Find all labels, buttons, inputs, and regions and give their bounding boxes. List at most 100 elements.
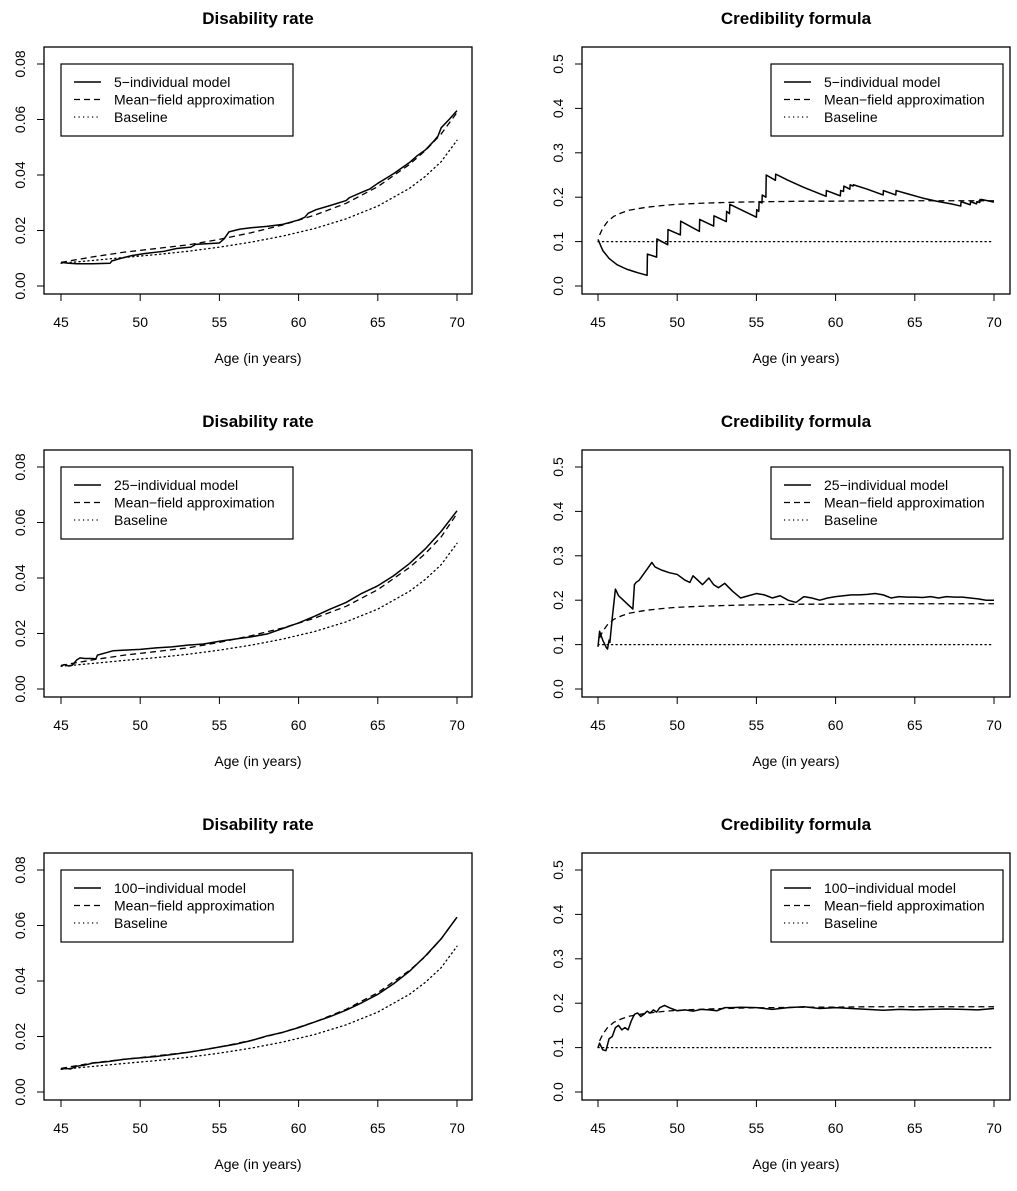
x-tick-label: 60 [828, 314, 844, 330]
x-axis-label: Age (in years) [214, 1156, 301, 1172]
x-tick-label: 45 [590, 717, 606, 733]
y-axis: 0.00 0.02 0.04 0.06 0.08 [12, 453, 45, 703]
series-line-dotted [60, 542, 458, 667]
y-tick-label: 0.00 [12, 1078, 28, 1105]
x-tick-label: 55 [212, 717, 228, 733]
x-tick-label: 60 [291, 717, 307, 733]
x-axis: 45 50 55 60 65 70 Age (in years) [590, 696, 1002, 769]
y-tick-label: 0.06 [12, 912, 28, 939]
y-tick-label: 0.2 [550, 590, 566, 610]
x-tick-label: 65 [370, 314, 386, 330]
y-tick-label: 0.3 [550, 949, 566, 969]
legend-label: Mean−field approximation [824, 898, 985, 914]
x-tick-label: 55 [212, 1120, 228, 1136]
chart-title: Disability rate [202, 9, 314, 28]
legend: 100−individual model Mean−field approxima… [60, 869, 294, 943]
y-tick-label: 0.3 [550, 143, 566, 163]
legend: 5−individual model Mean−field approximati… [770, 63, 1004, 137]
x-tick-label: 50 [669, 1120, 685, 1136]
y-axis: 0.00 0.02 0.04 0.06 0.08 [12, 50, 45, 300]
legend-label: Mean−field approximation [114, 898, 275, 914]
y-tick-label: 0.04 [12, 161, 28, 188]
legend-label: 100−individual model [824, 880, 956, 896]
chart-title: Disability rate [202, 815, 314, 834]
legend-label: 25−individual model [114, 477, 238, 493]
x-tick-label: 65 [907, 717, 923, 733]
legend-label: Mean−field approximation [824, 92, 985, 108]
x-tick-label: 70 [986, 314, 1002, 330]
y-tick-label: 0.00 [12, 675, 28, 702]
legend-label: 5−individual model [114, 74, 230, 90]
series-line-solid [60, 916, 458, 1070]
y-axis: 0.00 0.02 0.04 0.06 0.08 [12, 856, 45, 1106]
y-tick-label: 0.08 [12, 453, 28, 480]
x-axis-label: Age (in years) [752, 1156, 839, 1172]
series-line-dotted [60, 945, 458, 1070]
x-tick-label: 65 [907, 1120, 923, 1136]
chart-title: Credibility formula [721, 9, 872, 28]
y-tick-label: 0.0 [550, 276, 566, 296]
y-tick-label: 0.1 [550, 232, 566, 252]
series-line-dashed [598, 200, 994, 236]
y-axis: 0.0 0.1 0.2 0.3 0.4 0.5 [550, 457, 583, 699]
legend: 25−individual model Mean−field approximat… [60, 466, 294, 540]
x-tick-label: 65 [370, 1120, 386, 1136]
chart-panel-5: Disability rate 45 50 55 60 65 70 Age (in years… [12, 815, 473, 1172]
x-tick-label: 65 [907, 314, 923, 330]
x-tick-label: 60 [291, 314, 307, 330]
x-axis-label: Age (in years) [752, 753, 839, 769]
legend-label: Mean−field approximation [114, 495, 275, 511]
x-tick-label: 70 [449, 717, 465, 733]
chart-title: Credibility formula [721, 412, 872, 431]
x-tick-label: 70 [986, 1120, 1002, 1136]
y-tick-label: 0.1 [550, 1038, 566, 1058]
legend-label: 5−individual model [824, 74, 940, 90]
x-tick-label: 65 [370, 717, 386, 733]
legend-label: 25−individual model [824, 477, 948, 493]
legend-label: Baseline [824, 512, 878, 528]
chart-panel-1: Disability rate 45 50 55 60 65 70 Age (in years… [12, 9, 473, 366]
y-axis: 0.0 0.1 0.2 0.3 0.4 0.5 [550, 54, 583, 296]
legend: 5−individual model Mean−field approximati… [60, 63, 294, 137]
x-tick-label: 60 [828, 717, 844, 733]
y-tick-label: 0.4 [550, 501, 566, 521]
y-tick-label: 0.3 [550, 546, 566, 566]
x-axis-label: Age (in years) [752, 350, 839, 366]
chart-panel-3: Disability rate 45 50 55 60 65 70 Age (in years… [12, 412, 473, 769]
y-tick-label: 0.5 [550, 457, 566, 477]
series-line-dashed [598, 1006, 994, 1042]
legend: 25−individual model Mean−field approximat… [770, 466, 1004, 540]
series-line-solid [597, 173, 995, 277]
legend-label: Baseline [114, 512, 168, 528]
x-tick-label: 60 [828, 1120, 844, 1136]
series-line-solid [60, 510, 458, 667]
chart-panel-2: Credibility formula 45 50 55 60 65 70 Age (in y… [550, 9, 1011, 366]
x-tick-label: 45 [590, 1120, 606, 1136]
y-tick-label: 0.00 [12, 272, 28, 299]
y-tick-label: 0.4 [550, 98, 566, 118]
x-axis: 45 50 55 60 65 70 Age (in years) [590, 1099, 1002, 1172]
y-tick-label: 0.06 [12, 509, 28, 536]
x-tick-label: 50 [669, 314, 685, 330]
x-axis-label: Age (in years) [214, 350, 301, 366]
x-tick-label: 55 [749, 717, 765, 733]
x-tick-label: 45 [53, 314, 69, 330]
x-tick-label: 45 [590, 314, 606, 330]
y-tick-label: 0.06 [12, 106, 28, 133]
legend-label: 100−individual model [114, 880, 246, 896]
series-line-solid [597, 561, 994, 650]
y-tick-label: 0.02 [12, 217, 28, 244]
y-tick-label: 0.5 [550, 54, 566, 74]
legend-label: Baseline [114, 915, 168, 931]
x-tick-label: 45 [53, 1120, 69, 1136]
y-tick-label: 0.5 [550, 860, 566, 880]
x-tick-label: 55 [212, 314, 228, 330]
y-tick-label: 0.08 [12, 50, 28, 77]
y-tick-label: 0.1 [550, 635, 566, 655]
legend: 100−individual model Mean−field approxima… [770, 869, 1004, 943]
legend-label: Baseline [824, 109, 878, 125]
y-tick-label: 0.2 [550, 993, 566, 1013]
x-axis: 45 50 55 60 65 70 Age (in years) [590, 293, 1002, 366]
chart-panel-4: Credibility formula 45 50 55 60 65 70 Age (in y… [550, 412, 1011, 769]
